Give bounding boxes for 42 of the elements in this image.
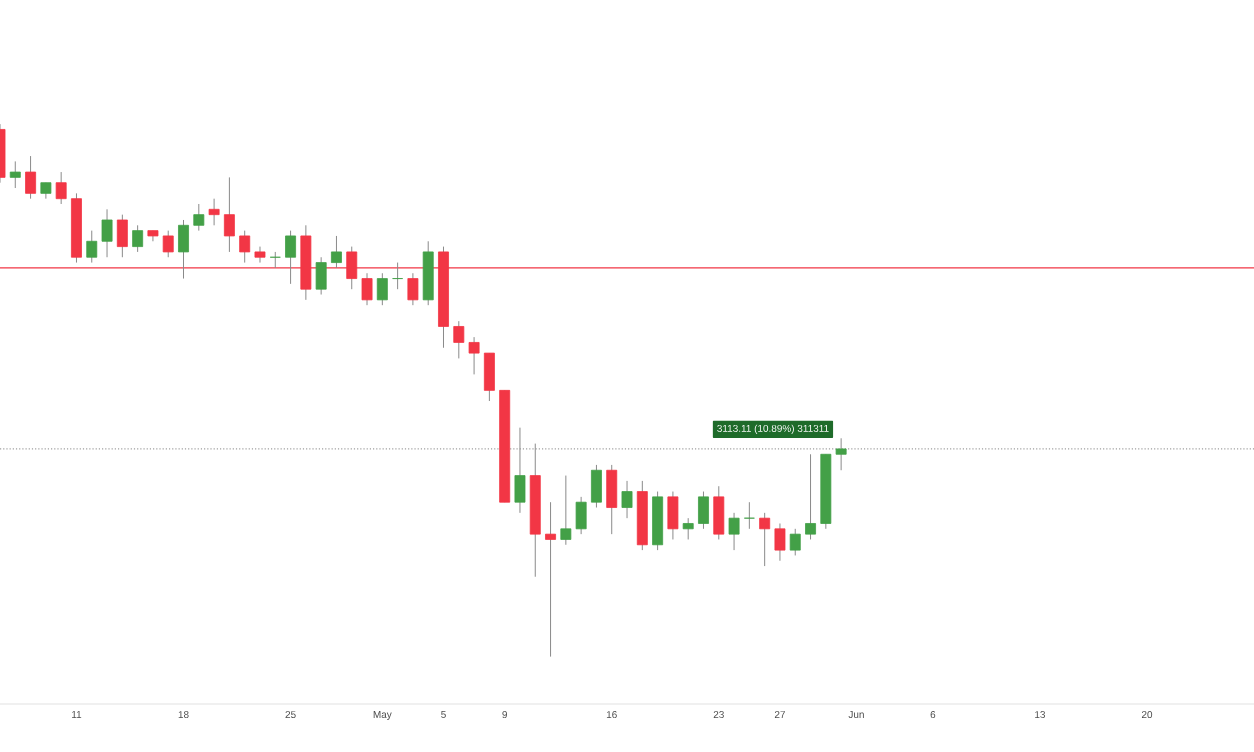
- candlestick: [239, 230, 251, 264]
- candlestick: [774, 522, 786, 562]
- candlestick: [545, 501, 556, 658]
- candlestick: [591, 464, 602, 509]
- candlestick: [713, 485, 725, 540]
- candlestick: [116, 214, 128, 258]
- candlestick: [392, 262, 404, 290]
- candlestick: [514, 427, 526, 514]
- candlestick: [453, 320, 465, 359]
- candlestick: [483, 352, 495, 402]
- candlestick: [223, 176, 235, 253]
- candlestick: [285, 230, 297, 285]
- candlestick: [743, 501, 755, 530]
- candlestick: [652, 491, 664, 551]
- candlestick: [422, 240, 434, 306]
- candlestick: [407, 272, 419, 306]
- candlestick: [621, 480, 633, 519]
- candlestick: [55, 171, 67, 205]
- candlestick: [789, 528, 801, 556]
- candlestick: [759, 512, 771, 567]
- candlestick: [805, 453, 816, 540]
- candlestick: [606, 464, 618, 535]
- candlestick: [728, 512, 740, 551]
- candlestick: [269, 251, 281, 269]
- candlestick: [132, 224, 144, 253]
- candlestick: [178, 219, 189, 280]
- candlestick: [9, 160, 21, 189]
- candlestick: [101, 208, 113, 258]
- candlestick: [361, 272, 373, 306]
- candlestick: [330, 235, 342, 269]
- candlestick: [254, 246, 266, 264]
- candlestick: [376, 272, 388, 306]
- candlestick: [25, 155, 37, 200]
- candlestick: [86, 230, 98, 264]
- candlestick: [698, 491, 709, 530]
- candlestick: [315, 256, 327, 296]
- candlestick: [193, 203, 205, 232]
- candlestick: [667, 491, 679, 540]
- candlestick: [682, 517, 694, 540]
- candlestick: [468, 336, 480, 375]
- candlestick: [162, 230, 174, 258]
- candlestick: [208, 198, 220, 226]
